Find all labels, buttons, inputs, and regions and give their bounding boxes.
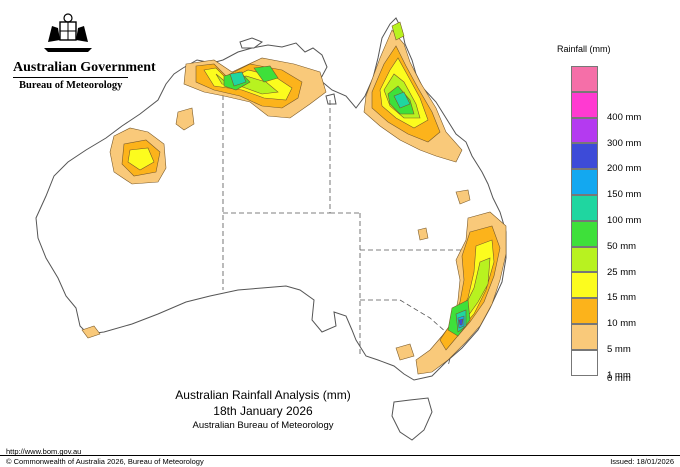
map-date: 18th January 2026 [213,404,313,418]
legend-item: 25 mm [571,246,671,278]
legend-swatch [571,117,598,144]
legend-item: 5 mm [571,323,671,355]
legend-label: 100 mm [607,214,642,226]
legend-label-zero: 0 mm [607,373,631,384]
rainfall-overlay-150mm [458,318,464,326]
state-borders [222,95,505,367]
legend-label: 300 mm [607,137,642,149]
melville-island [239,37,264,49]
legend-title: Rainfall (mm) [557,44,611,54]
header-divider [13,77,128,78]
legend-label: 200 mm [607,163,642,175]
legend-label: 25 mm [607,266,637,278]
legend-label: 50 mm [607,240,637,252]
legend-item [571,66,671,92]
legend-label: 400 mm [607,111,642,123]
website-link[interactable]: http://www.bom.gov.au [6,447,82,456]
legend-label: 5 mm [607,343,631,355]
rainfall-legend: 400 mm 300 mm 200 mm 150 mm 100 mm 50 mm… [571,66,671,381]
copyright-text: © Commonwealth of Australia 2026, Bureau… [6,457,204,466]
legend-swatch [571,272,598,299]
legend-swatch [571,246,598,273]
legend-item: 200 mm [571,143,671,174]
legend-swatch [571,169,598,195]
map-agency: Australian Bureau of Meteorology [192,420,334,431]
agency-name: Bureau of Meteorology [19,80,123,91]
legend-item: 150 mm [571,169,671,200]
legend-label: 1 mm [607,369,631,381]
legend-label: 15 mm [607,292,637,304]
issued-date: Issued: 18/01/2026 [610,457,674,466]
coat-of-arms-logo [44,13,92,52]
map-title: Australian Rainfall Analysis (mm) [175,388,351,402]
legend-item: 1 mm [571,349,671,381]
legend-swatch [571,194,598,221]
legend-swatch [571,220,598,247]
legend-label: 150 mm [607,189,642,201]
legend-swatch [571,66,598,92]
government-name: Australian Government [13,60,156,75]
legend-label: 10 mm [607,318,637,330]
tasmania-coastline [391,397,433,441]
footer-divider [0,455,680,456]
legend-item: 400 mm [571,91,671,123]
map-title-block: Australian Rainfall Analysis (mm) 18th J… [125,387,401,432]
legend-item: 100 mm [571,194,671,226]
legend-swatch [571,91,598,118]
groote-island [325,93,337,105]
legend-item: 50 mm [571,220,671,252]
legend-swatch [571,143,598,170]
legend-swatch [571,323,598,350]
legend-item: 10 mm [571,298,671,329]
legend-item: 15 mm [571,272,671,303]
legend-swatch [571,298,598,324]
legend-item: 300 mm [571,117,671,149]
legend-swatch [571,349,598,376]
